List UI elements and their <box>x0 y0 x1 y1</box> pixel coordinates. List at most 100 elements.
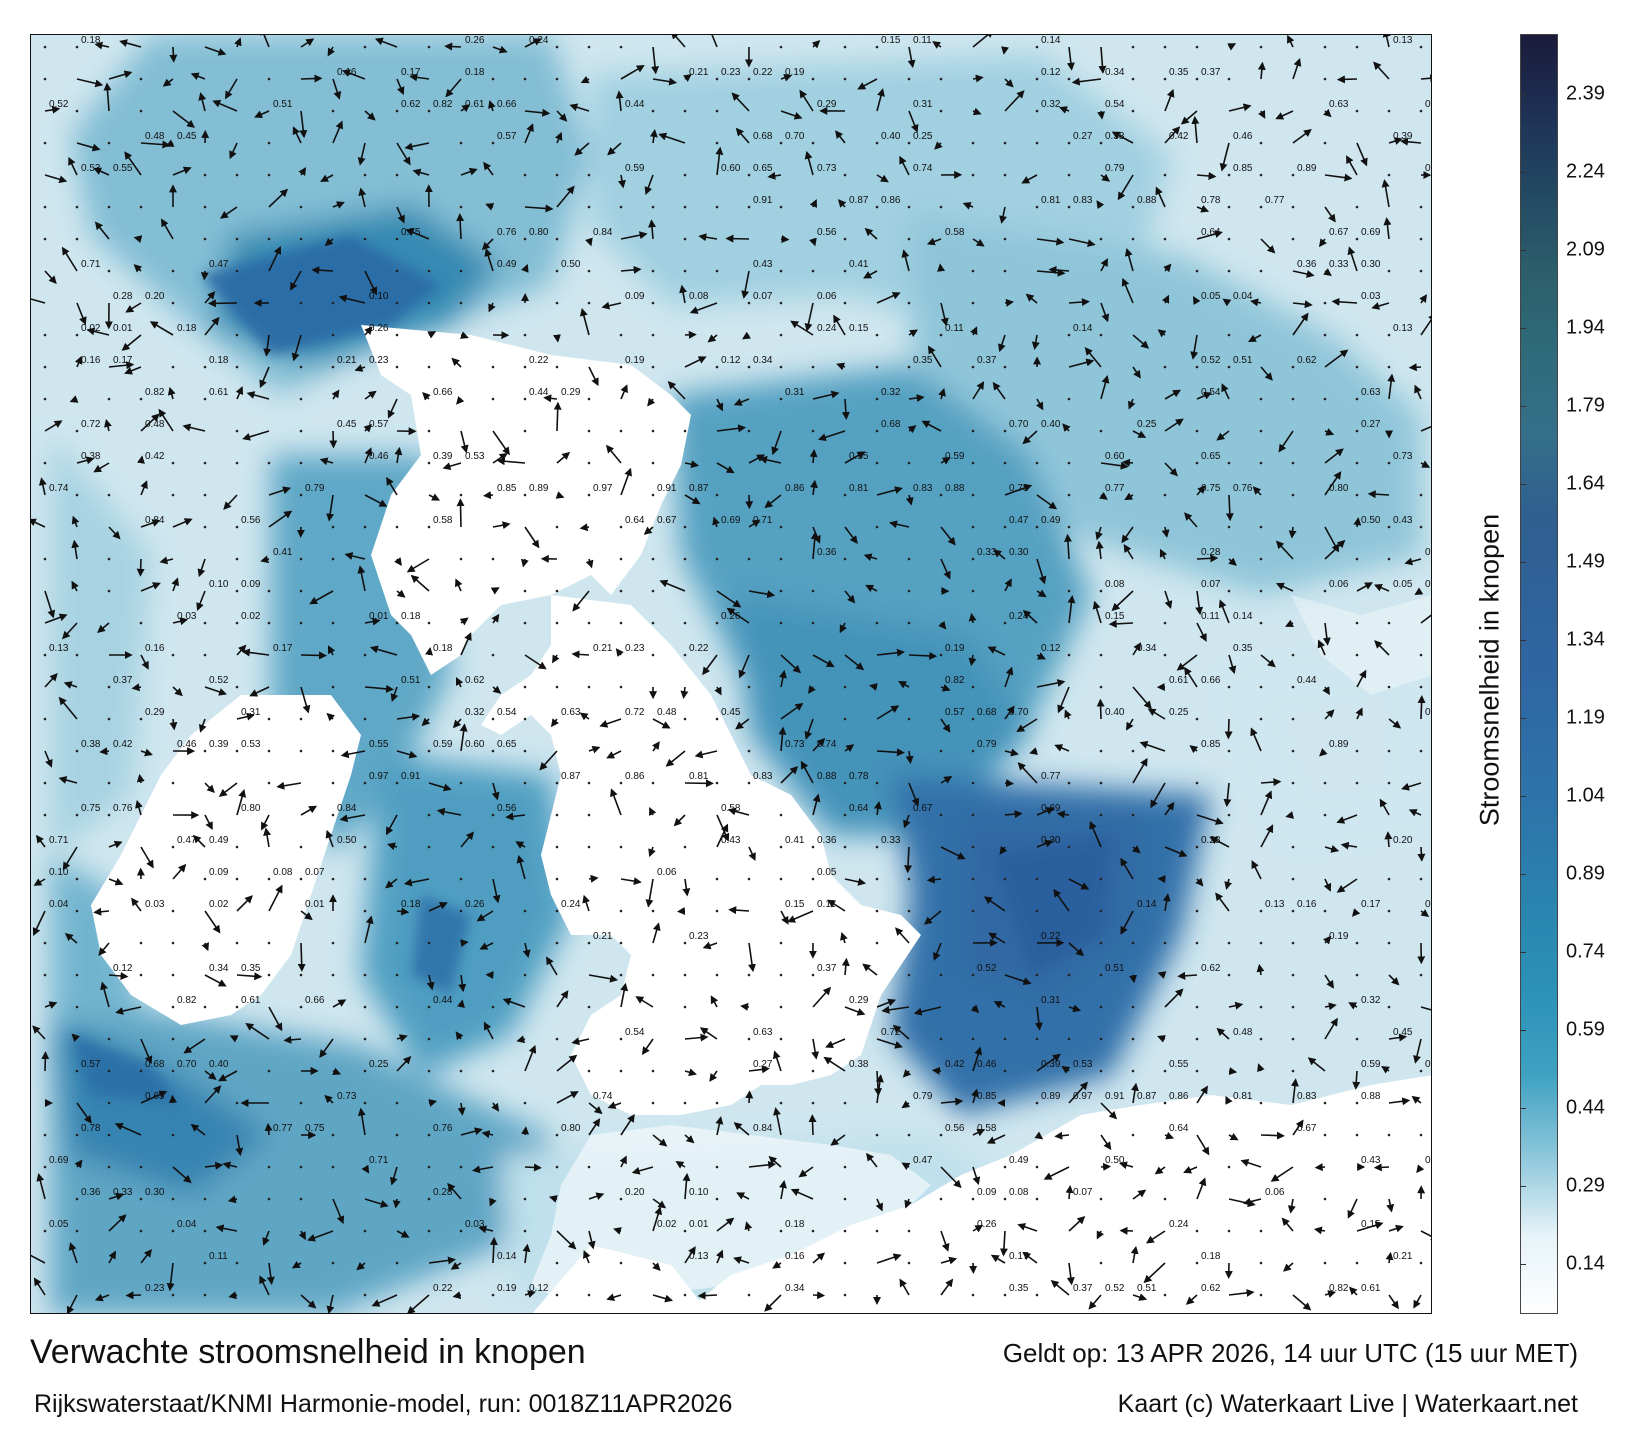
current-arrow <box>1059 106 1070 114</box>
grid-dot <box>1419 749 1423 753</box>
current-arrow <box>971 1088 979 1104</box>
speed-label: 0.46 <box>177 739 197 750</box>
current-arrow <box>1161 294 1170 304</box>
speed-label: 0.83 <box>753 771 773 782</box>
grid-dot <box>171 1197 175 1201</box>
grid-dot <box>683 717 687 721</box>
current-arrow <box>972 238 985 247</box>
current-arrow <box>1285 619 1294 627</box>
current-arrow <box>133 235 143 243</box>
speed-label: 0.76 <box>113 803 133 814</box>
speed-label: 0.71 <box>49 835 69 846</box>
current-speed-map[interactable]: 0.18 0.26 0.24 0.15 0.11 0.14 0.13 0.16 0.17 0.18… <box>30 34 1432 1314</box>
current-arrow <box>396 142 411 166</box>
current-arrow <box>556 990 569 1008</box>
colorbar-band <box>1521 115 1557 196</box>
current-arrow <box>1063 533 1072 560</box>
current-arrow <box>1228 1132 1239 1141</box>
current-arrow <box>1408 809 1422 817</box>
speed-label: 0.27 <box>1425 707 1432 718</box>
grid-dot <box>651 621 655 625</box>
grid-dot <box>587 301 591 305</box>
grid-dot <box>1291 653 1295 657</box>
current-arrow <box>742 331 751 340</box>
current-arrow <box>889 520 910 529</box>
current-arrow <box>492 521 511 530</box>
current-arrow <box>428 493 441 501</box>
speed-label: 0.18 <box>401 611 421 622</box>
speed-label: 0.31 <box>241 707 261 718</box>
grid-dot <box>363 845 367 849</box>
grid-dot <box>1195 77 1199 81</box>
speed-label: 0.55 <box>369 739 389 750</box>
speed-label: 0.33 <box>113 1187 133 1198</box>
current-arrow <box>620 982 629 1008</box>
current-arrow <box>1228 1288 1255 1297</box>
current-arrow <box>908 110 919 133</box>
current-arrow <box>1177 971 1198 980</box>
current-arrow <box>515 841 526 849</box>
speed-label: 0.69 <box>1041 803 1061 814</box>
speed-label: 0.31 <box>913 99 933 110</box>
grid-dot <box>43 653 47 657</box>
grid-dot <box>139 109 143 113</box>
grid-dot <box>939 1133 943 1137</box>
grid-dot <box>875 141 879 145</box>
grid-dot <box>651 909 655 913</box>
grid-dot <box>1227 941 1231 945</box>
speed-label: 0.53 <box>465 451 485 462</box>
grid-dot <box>971 717 975 721</box>
current-arrow <box>844 526 858 544</box>
grid-dot <box>1291 749 1295 753</box>
speed-label: 0.02 <box>241 611 261 622</box>
current-arrow <box>332 1067 342 1075</box>
current-arrow <box>1292 1119 1304 1136</box>
speed-label: 0.66 <box>305 995 325 1006</box>
grid-dot <box>1259 397 1263 401</box>
current-arrow <box>543 394 558 403</box>
speed-label: 0.43 <box>1361 1155 1381 1166</box>
speed-label: 0.41 <box>273 547 293 558</box>
current-arrow <box>1388 1097 1411 1106</box>
speed-label: 0.78 <box>81 1123 101 1134</box>
current-arrow <box>1275 110 1294 120</box>
current-arrow <box>1100 173 1111 182</box>
grid-dot <box>1099 589 1103 593</box>
current-arrow <box>1004 705 1015 720</box>
speed-label: 0.81 <box>689 771 709 782</box>
grid-dot <box>1419 877 1423 881</box>
grid-dot <box>331 781 335 785</box>
grid-dot <box>427 301 431 305</box>
grid-dot <box>171 973 175 977</box>
current-arrow <box>1017 1223 1038 1232</box>
grid-dot <box>171 1005 175 1009</box>
grid-dot <box>427 1133 431 1137</box>
current-arrow <box>492 878 501 904</box>
grid-dot <box>1355 973 1359 977</box>
current-arrow <box>1164 462 1178 477</box>
grid-dot <box>779 813 783 817</box>
current-arrow <box>1036 839 1054 848</box>
current-arrow <box>741 270 750 299</box>
speed-label: 0.55 <box>113 163 133 174</box>
current-arrow <box>735 127 750 144</box>
speed-label: 0.34 <box>1137 643 1157 654</box>
current-arrow <box>481 238 494 251</box>
speed-label: 0.65 <box>753 163 773 174</box>
grid-dot <box>587 269 591 273</box>
current-arrow <box>876 1253 902 1264</box>
current-arrow <box>585 558 594 569</box>
current-arrow <box>1195 590 1204 616</box>
speed-label: 0.75 <box>1201 483 1221 494</box>
speed-label: 0.52 <box>209 675 229 686</box>
grid-dot <box>1387 557 1391 561</box>
current-arrow <box>492 45 508 54</box>
grid-dot <box>587 461 591 465</box>
grid-dot <box>267 141 271 145</box>
current-arrow <box>1347 246 1358 272</box>
current-arrow <box>1216 1027 1230 1040</box>
speed-label: 0.23 <box>145 1283 165 1294</box>
current-arrow <box>1190 334 1199 360</box>
current-arrow <box>331 389 340 400</box>
speed-label: 0.46 <box>1233 131 1253 142</box>
